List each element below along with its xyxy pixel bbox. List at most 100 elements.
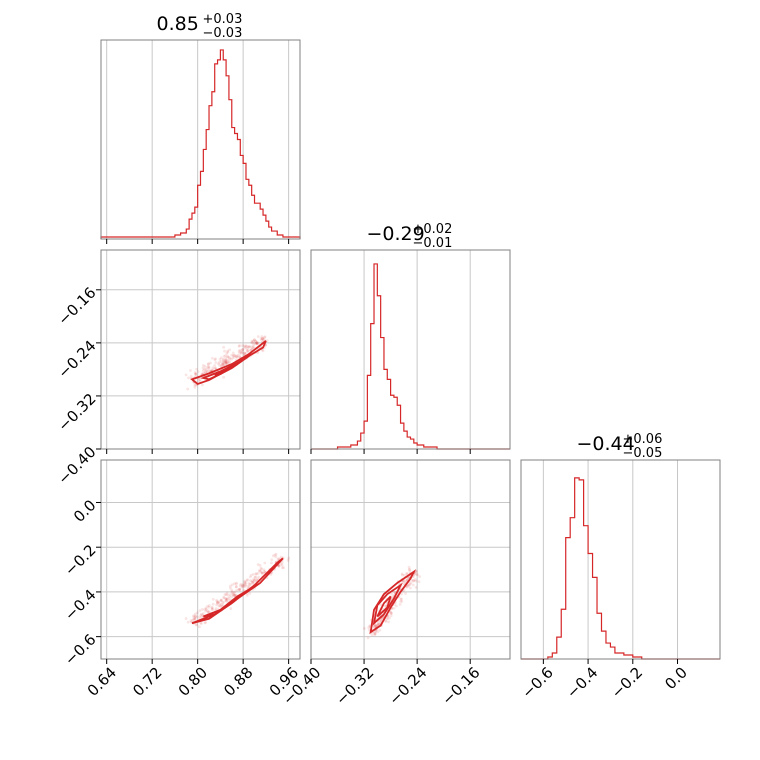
sample-point <box>247 345 251 349</box>
sample-point <box>235 588 239 592</box>
sample-point <box>226 361 229 365</box>
sample-point <box>222 363 226 367</box>
sample-point <box>224 599 228 603</box>
panel-frame-pair-2 <box>310 459 511 660</box>
sample-point <box>389 611 393 614</box>
sample-point <box>256 563 260 566</box>
sample-point <box>368 625 372 628</box>
sample-point <box>248 344 251 348</box>
sample-point <box>225 597 229 601</box>
sample-point <box>210 605 214 609</box>
sample-point <box>258 564 262 567</box>
sample-point <box>374 623 378 627</box>
sample-point <box>233 593 237 597</box>
sample-point <box>377 622 381 626</box>
sample-point <box>367 626 371 630</box>
sample-point <box>366 636 370 640</box>
sample-point <box>186 620 190 624</box>
sample-point <box>413 578 417 581</box>
sample-point <box>254 575 258 579</box>
sample-point <box>192 615 196 619</box>
sample-point <box>373 632 377 636</box>
sample-point <box>210 606 214 610</box>
sample-point <box>226 355 230 359</box>
sample-point <box>228 595 231 599</box>
sample-point <box>221 363 225 366</box>
sample-point <box>398 603 402 606</box>
sample-point <box>200 607 204 611</box>
sample-point <box>390 611 394 615</box>
sample-point <box>193 383 197 387</box>
sample-point <box>250 341 253 345</box>
sample-point <box>253 338 256 342</box>
y-tick-label-1-3: −0.16 <box>54 284 99 329</box>
sample-point <box>246 345 250 349</box>
sample-point <box>194 372 198 376</box>
sample-point <box>195 623 199 626</box>
sample-point <box>407 584 410 588</box>
sample-point <box>197 378 201 382</box>
sample-point <box>195 611 199 615</box>
sample-point <box>255 341 259 345</box>
x-tick-label-2-1: −0.4 <box>563 663 601 701</box>
sample-point <box>201 369 205 372</box>
sample-point <box>256 577 260 581</box>
sample-point <box>400 572 404 576</box>
sample-point <box>233 594 237 597</box>
sample-point <box>225 591 229 595</box>
sample-point <box>246 349 249 352</box>
sample-point <box>408 583 411 587</box>
sample-point <box>189 374 193 378</box>
sample-point <box>249 582 253 586</box>
sample-point <box>240 585 244 589</box>
sample-point <box>255 578 259 582</box>
sample-point <box>386 617 390 620</box>
sample-point <box>245 593 249 597</box>
sample-point <box>400 592 403 596</box>
sample-point <box>255 342 259 346</box>
sample-point <box>282 566 286 570</box>
sample-point <box>237 344 241 348</box>
sample-point <box>255 341 259 345</box>
sample-point <box>400 597 403 601</box>
sample-point <box>224 362 228 365</box>
sample-point <box>224 358 228 362</box>
sample-point <box>260 571 264 575</box>
x-tick-label-2-2: −0.2 <box>608 663 646 701</box>
sample-point <box>253 338 256 342</box>
sample-point <box>376 630 380 634</box>
sample-point <box>231 592 235 596</box>
sample-point <box>249 349 252 352</box>
sample-point <box>236 353 240 357</box>
x-tick-label-0-1: 0.72 <box>129 663 165 699</box>
sample-point <box>407 567 411 571</box>
sample-point <box>219 605 223 608</box>
sample-point <box>227 597 231 600</box>
x-tick-label-1-1: −0.32 <box>332 663 377 708</box>
sample-point <box>194 372 198 376</box>
sample-point <box>376 622 380 626</box>
sample-point <box>415 573 419 577</box>
sample-point <box>401 580 405 583</box>
sample-point <box>286 558 290 562</box>
sample-point <box>248 582 252 586</box>
sample-point <box>193 385 197 389</box>
contour-1-1 <box>203 588 250 618</box>
sample-point <box>205 609 209 612</box>
sample-point <box>238 588 242 591</box>
sample-point <box>409 581 413 585</box>
sample-point <box>209 369 212 373</box>
sample-point <box>184 373 188 377</box>
sample-point <box>262 568 266 572</box>
sample-point <box>189 619 193 623</box>
sample-point <box>380 617 384 620</box>
sample-point <box>274 552 278 556</box>
sample-point <box>258 568 261 572</box>
sample-point <box>255 341 259 344</box>
sample-point <box>199 622 203 626</box>
sample-point <box>242 585 245 589</box>
sample-point <box>243 579 247 583</box>
sample-point <box>224 360 228 364</box>
sample-point <box>230 583 234 587</box>
sample-point <box>217 604 221 608</box>
